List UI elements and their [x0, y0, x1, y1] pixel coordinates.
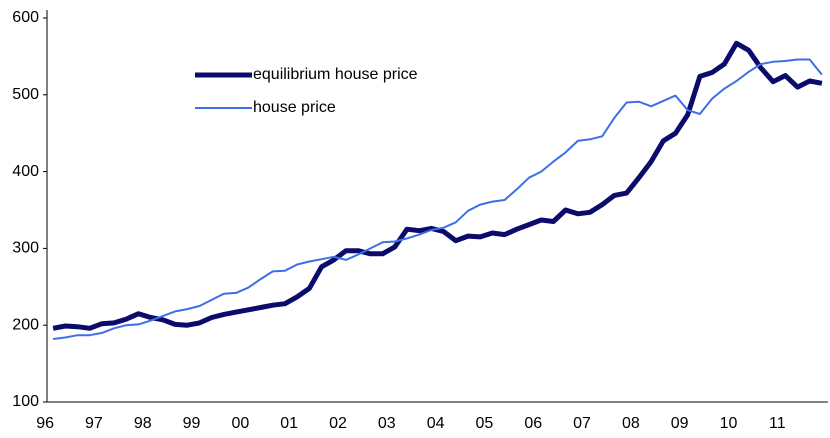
- series-line: [52, 40, 823, 331]
- x-tick-label: 07: [573, 415, 591, 432]
- x-tick-label: 01: [280, 415, 298, 432]
- y-tick-label: 600: [12, 9, 39, 26]
- x-tick-label: 04: [427, 415, 445, 432]
- y-tick-label: 300: [12, 240, 39, 257]
- legend-label: equilibrium house price: [253, 66, 418, 83]
- x-tick-label: 05: [476, 415, 494, 432]
- y-tick-label: 200: [12, 316, 39, 333]
- x-tick-label: 97: [85, 415, 103, 432]
- x-tick-label: 10: [720, 415, 738, 432]
- series-line: [52, 58, 823, 340]
- legend-label: house price: [253, 99, 336, 116]
- x-tick-label: 99: [183, 415, 201, 432]
- x-tick-label: 00: [231, 415, 249, 432]
- x-tick-label: 96: [36, 415, 54, 432]
- x-tick-label: 09: [671, 415, 689, 432]
- y-tick-label: 400: [12, 163, 39, 180]
- x-tick-label: 11: [769, 415, 786, 432]
- x-tick-label: 06: [524, 415, 542, 432]
- y-tick-label: 100: [12, 393, 39, 410]
- x-tick-label: 08: [622, 415, 640, 432]
- x-tick-label: 03: [378, 415, 396, 432]
- x-tick-label: 02: [329, 415, 347, 432]
- x-tick-label: 98: [134, 415, 152, 432]
- y-tick-label: 500: [12, 86, 39, 103]
